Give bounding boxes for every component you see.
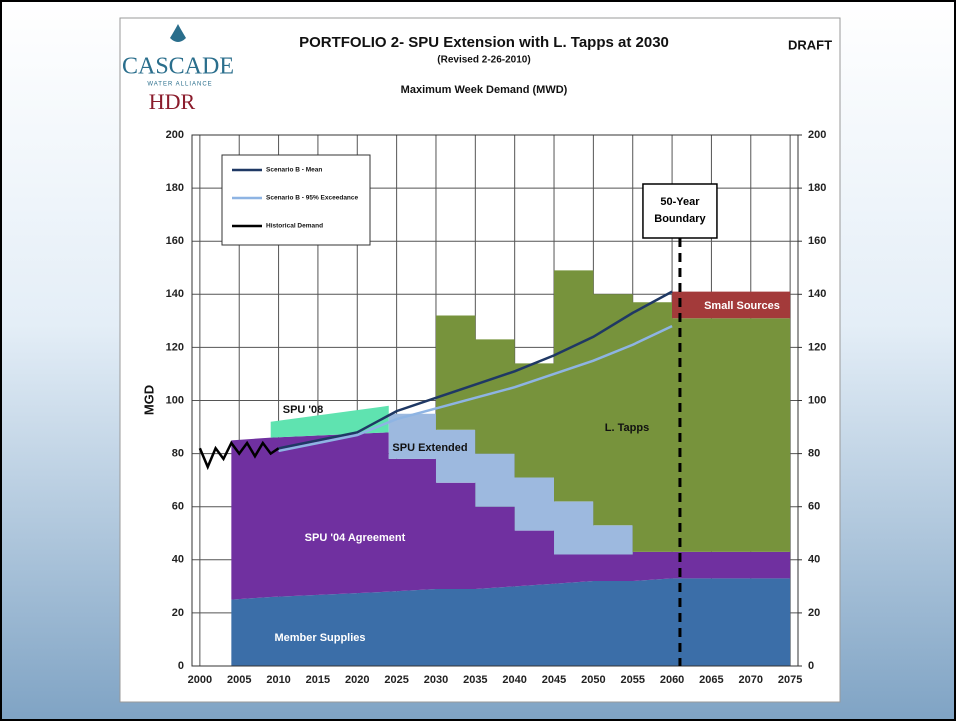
plot-border <box>191 134 799 667</box>
legend-label: Scenario B - Mean <box>266 167 322 174</box>
y-tick-label: 60 <box>172 501 184 513</box>
x-tick-label: 2075 <box>778 674 802 686</box>
legend-label: Historical Demand <box>266 223 323 230</box>
y2-tick-label: 120 <box>808 341 826 353</box>
area <box>231 405 791 555</box>
x-tick-label: 2040 <box>502 674 526 686</box>
y2-tick-label: 60 <box>808 501 820 513</box>
y2-tick-label: 160 <box>808 235 826 247</box>
y2-tick-label: 80 <box>808 448 820 460</box>
y-tick-label: 20 <box>172 607 184 619</box>
x-tick-label: 2000 <box>188 674 212 686</box>
logo-hdr: HDR <box>149 89 196 114</box>
area-label: SPU Extended <box>392 442 467 454</box>
x-tick-label: 2050 <box>581 674 605 686</box>
x-tick-label: 2030 <box>424 674 448 686</box>
chart-title: PORTFOLIO 2- SPU Extension with L. Tapps… <box>299 34 669 51</box>
chart-subtitle-2: Maximum Week Demand (MWD) <box>401 84 568 96</box>
x-tick-label: 2045 <box>542 674 566 686</box>
logo-drop <box>170 24 186 42</box>
y-tick-label: 0 <box>178 660 184 672</box>
line <box>278 325 673 453</box>
area <box>231 405 791 555</box>
annotation-box <box>642 183 718 239</box>
x-tick-label: 2005 <box>227 674 251 686</box>
y2-tick-label: 100 <box>808 394 826 406</box>
x-tick-label: 2010 <box>266 674 290 686</box>
y-tick-label: 120 <box>166 341 184 353</box>
chart-subtitle: (Revised 2-26-2010) <box>437 55 530 66</box>
area-label: SPU '08 <box>283 404 324 416</box>
area <box>231 270 791 552</box>
line <box>278 290 673 450</box>
area-label: L. Tapps <box>605 422 649 434</box>
area-label: Small Sources <box>704 300 780 312</box>
area <box>231 432 791 600</box>
logo-cascade: CASCADE <box>122 54 234 80</box>
draft-label: DRAFT <box>788 37 832 52</box>
area-label: Member Supplies <box>274 632 365 644</box>
legend-label: Scenario B - 95% Exceedance <box>266 195 359 202</box>
x-tick-label: 2015 <box>306 674 330 686</box>
y2-tick-label: 20 <box>808 607 820 619</box>
annotation-text: 50-Year Boundary <box>654 196 706 225</box>
y2-tick-label: 140 <box>808 288 826 300</box>
x-tick-label: 2020 <box>345 674 369 686</box>
annotation-line: Boundary <box>654 213 706 225</box>
area <box>231 578 791 666</box>
y-tick-label: 140 <box>166 288 184 300</box>
y-tick-label: 160 <box>166 235 184 247</box>
y2-tick-label: 180 <box>808 182 826 194</box>
x-tick-label: 2060 <box>660 674 684 686</box>
y-tick-label: 40 <box>172 554 184 566</box>
logo-alliance: WATER ALLIANCE <box>147 82 212 88</box>
legend: Scenario B - Mean Scenario B - 95% Exceed… <box>221 154 371 246</box>
x-tick-label: 2055 <box>620 674 644 686</box>
y-tick-label: 180 <box>166 182 184 194</box>
area-label: SPU '04 Agreement <box>305 532 406 544</box>
y-axis-label: MGD <box>141 385 156 415</box>
y-tick-label: 80 <box>172 448 184 460</box>
line <box>198 440 280 471</box>
y2-tick-label: 0 <box>808 660 814 672</box>
y2-tick-label: 40 <box>808 554 820 566</box>
y2-tick-label: 200 <box>808 129 826 141</box>
x-tick-label: 2065 <box>699 674 723 686</box>
x-tick-label: 2035 <box>463 674 487 686</box>
x-tick-label: 2025 <box>384 674 408 686</box>
annotation-line: 50-Year <box>660 196 700 208</box>
y-tick-label: 100 <box>166 394 184 406</box>
x-tick-label: 2070 <box>739 674 763 686</box>
y-tick-label: 200 <box>166 129 184 141</box>
